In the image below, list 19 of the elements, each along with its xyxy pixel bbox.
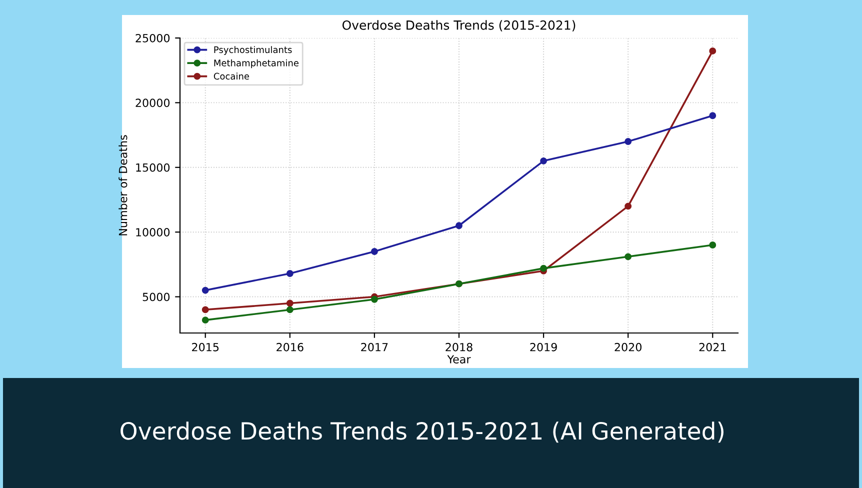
x-tick-label: 2017 <box>361 342 388 352</box>
chart-title: Overdose Deaths Trends (2015-2021) <box>342 20 576 32</box>
y-tick-label: 15000 <box>136 163 170 172</box>
legend-label: Methamphetamine <box>214 59 299 68</box>
legend-label: Psychostimulants <box>214 46 292 55</box>
x-tick-label: 2021 <box>699 342 726 352</box>
y-axis-title: Number of Deaths <box>118 135 128 236</box>
x-tick-label: 2015 <box>192 342 219 352</box>
y-tick-label: 5000 <box>142 292 170 302</box>
y-tick-label: 20000 <box>136 98 170 108</box>
x-axis-title: Year <box>447 355 471 364</box>
text: Overdose Deaths Trends 2015-2021 (AI Generated) <box>120 422 724 443</box>
x-tick-label: 2020 <box>614 342 642 352</box>
x-tick-label: 2016 <box>276 342 304 352</box>
y-tick-label: 10000 <box>136 228 170 236</box>
x-tick-label: 2019 <box>530 342 557 352</box>
legend-label: Cocaine <box>214 72 250 80</box>
y-tick-label: 25000 <box>136 34 170 42</box>
x-tick-label: 2018 <box>446 342 472 352</box>
